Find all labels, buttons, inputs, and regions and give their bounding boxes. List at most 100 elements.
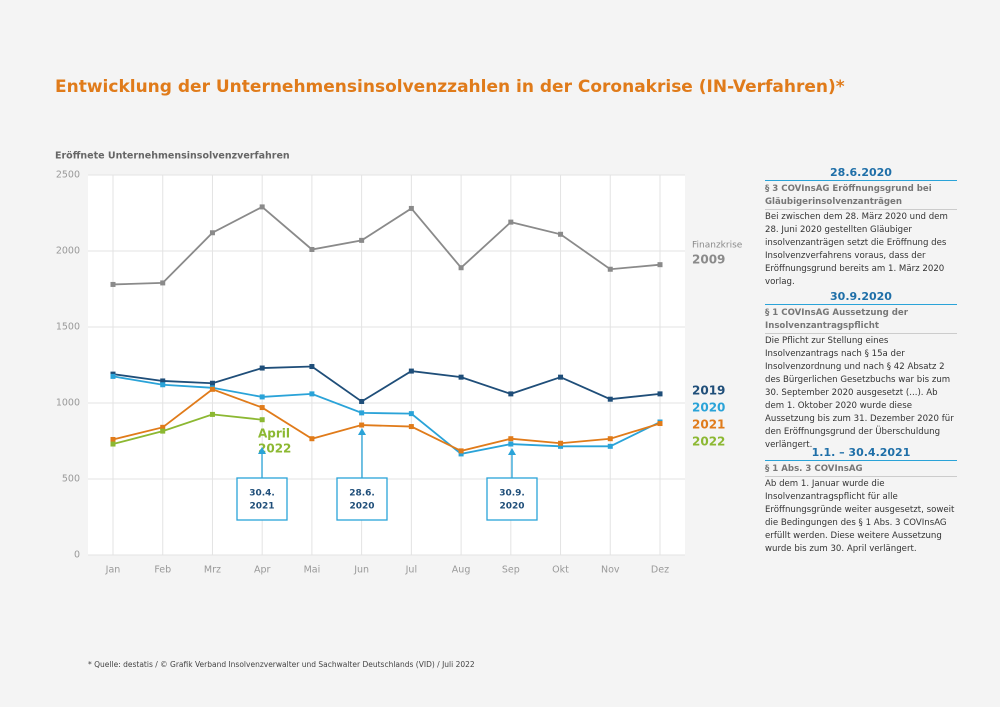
note-heading: 1.1. – 30.4.2021 xyxy=(765,446,957,461)
point-marker xyxy=(657,421,663,427)
point-marker xyxy=(160,428,166,434)
point-marker xyxy=(657,391,663,397)
point-marker xyxy=(309,391,315,397)
x-tick-label: Mai xyxy=(304,565,321,576)
point-marker xyxy=(160,378,166,384)
date-box-label: 30.4. xyxy=(249,489,275,499)
point-marker xyxy=(508,219,514,225)
y-tick-label: 0 xyxy=(74,550,80,561)
series-label: 2022 xyxy=(692,435,725,449)
series-line xyxy=(112,205,661,286)
x-tick-label: Okt xyxy=(552,565,569,576)
note-subheading: § 1 COVInsAG Aussetzung der Insolvenzant… xyxy=(765,307,957,334)
footnote: * Quelle: destatis / © Grafik Verband In… xyxy=(88,660,475,669)
series-label: 2021 xyxy=(692,418,725,432)
note-heading: 28.6.2020 xyxy=(765,166,957,181)
x-tick-label: Sep xyxy=(502,565,520,576)
note: 1.1. – 30.4.2021 § 1 Abs. 3 COVInsAG Ab de… xyxy=(765,446,957,556)
point-marker xyxy=(558,443,564,449)
series-note: Finanzkrise xyxy=(692,241,743,251)
point-marker xyxy=(259,417,265,423)
y-axis-label: Eröffnete Unternehmensinsolvenzverfahren xyxy=(55,151,290,162)
point-marker xyxy=(359,237,365,243)
date-box-label: 30.9. xyxy=(499,489,525,499)
date-box xyxy=(486,477,538,521)
arrow-head xyxy=(508,448,516,455)
y-tick-label: 2500 xyxy=(56,170,80,181)
note-subheading: § 3 COVInsAG Eröffnungsgrund bei Gläubig… xyxy=(765,183,957,210)
point-marker xyxy=(408,424,414,430)
series-label: 2009 xyxy=(692,253,725,267)
point-marker xyxy=(160,382,166,388)
date-box-label: 28.6. xyxy=(349,489,375,499)
x-tick-label: Mrz xyxy=(204,565,221,576)
date-box-label: 2020 xyxy=(499,502,524,512)
y-tick-label: 1500 xyxy=(56,322,80,333)
x-tick-label: Feb xyxy=(154,565,171,576)
point-marker xyxy=(309,364,315,370)
arrow-head xyxy=(258,447,266,454)
point-marker xyxy=(259,365,265,371)
x-tick-label: Jul xyxy=(405,565,417,576)
point-marker xyxy=(309,246,315,252)
point-marker xyxy=(110,436,116,442)
series-label: 2019 xyxy=(692,384,725,398)
annotation: April xyxy=(258,427,290,441)
point-marker xyxy=(508,436,514,442)
note: 30.9.2020 § 1 COVInsAG Aussetzung der Ins… xyxy=(765,290,957,452)
point-marker xyxy=(508,441,514,447)
point-marker xyxy=(259,405,265,411)
point-marker xyxy=(657,262,663,268)
annotation: 2022 xyxy=(258,442,291,456)
note-body: Die Pflicht zur Stellung eines Insolvenz… xyxy=(765,336,954,450)
point-marker xyxy=(607,443,613,449)
point-marker xyxy=(508,391,514,397)
point-marker xyxy=(110,441,116,447)
point-marker xyxy=(558,374,564,380)
point-marker xyxy=(309,436,315,442)
point-marker xyxy=(259,394,265,400)
date-box-label: 2021 xyxy=(249,502,274,512)
x-tick-label: Jan xyxy=(105,565,121,576)
note-body: Bei zwischen dem 28. März 2020 und dem 2… xyxy=(765,212,948,287)
point-marker xyxy=(458,374,464,380)
point-marker xyxy=(558,440,564,446)
point-marker xyxy=(110,373,116,379)
note-subheading: § 1 Abs. 3 COVInsAG xyxy=(765,463,957,477)
note: 28.6.2020 § 3 COVInsAG Eröffnungsgrund be… xyxy=(765,166,957,289)
point-marker xyxy=(209,380,215,386)
y-tick-label: 1000 xyxy=(56,398,80,409)
point-marker xyxy=(458,448,464,454)
date-box xyxy=(236,477,288,521)
x-tick-label: Jun xyxy=(353,565,369,576)
note-body: Ab dem 1. Januar wurde die Insolvenzantr… xyxy=(765,479,955,554)
point-marker xyxy=(259,204,265,210)
point-marker xyxy=(209,230,215,236)
point-marker xyxy=(607,396,613,402)
point-marker xyxy=(160,280,166,286)
date-box xyxy=(336,477,388,521)
x-tick-label: Apr xyxy=(254,565,271,576)
y-tick-label: 500 xyxy=(62,474,80,485)
series-line xyxy=(112,413,263,445)
x-tick-label: Nov xyxy=(601,565,620,576)
point-marker xyxy=(458,451,464,457)
chart-title: Entwicklung der Unternehmensinsolvenzzah… xyxy=(55,77,845,97)
point-marker xyxy=(408,411,414,417)
point-marker xyxy=(408,205,414,211)
point-marker xyxy=(458,265,464,271)
date-box-label: 2020 xyxy=(349,502,374,512)
series-line xyxy=(112,375,661,455)
point-marker xyxy=(209,411,215,417)
point-marker xyxy=(359,398,365,404)
point-marker xyxy=(160,424,166,430)
point-marker xyxy=(110,281,116,287)
point-marker xyxy=(359,410,365,416)
series-label: 2020 xyxy=(692,401,725,415)
point-marker xyxy=(558,231,564,237)
x-tick-label: Aug xyxy=(452,565,471,576)
series-line xyxy=(112,388,661,452)
point-marker xyxy=(607,266,613,272)
